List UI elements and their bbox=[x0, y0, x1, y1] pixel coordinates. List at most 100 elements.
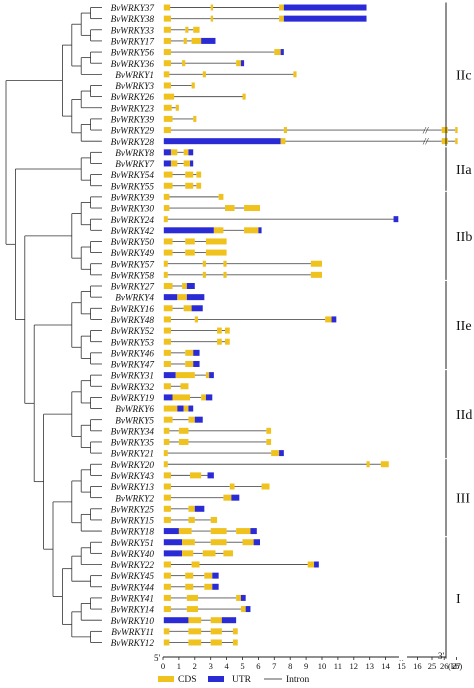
utr-box bbox=[209, 372, 214, 379]
utr-box bbox=[245, 606, 251, 613]
cds-box bbox=[279, 15, 284, 22]
group-label: IIb bbox=[456, 230, 472, 245]
cds-box bbox=[266, 438, 272, 445]
cds-box bbox=[163, 249, 173, 256]
cds-box bbox=[163, 82, 171, 89]
cds-box bbox=[205, 372, 210, 379]
axis-tick-label: 7 bbox=[272, 661, 276, 671]
gene-label: BvWRKY37 bbox=[111, 3, 155, 13]
cds-box bbox=[225, 205, 235, 212]
gene-label: BvWRKY58 bbox=[111, 270, 155, 280]
utr-box bbox=[163, 617, 189, 624]
utr-box bbox=[193, 360, 200, 367]
cds-box bbox=[185, 572, 194, 579]
cds-box bbox=[185, 26, 189, 33]
cds-box bbox=[261, 483, 270, 490]
utr-box bbox=[201, 37, 216, 44]
cds-box bbox=[455, 138, 458, 145]
cds-box bbox=[188, 639, 202, 646]
gene-label: BvWRKY30 bbox=[111, 204, 155, 214]
cds-box bbox=[163, 115, 173, 122]
gene-label: BvWRKY6 bbox=[115, 404, 154, 414]
cds-box bbox=[196, 182, 202, 189]
utr-box bbox=[331, 316, 337, 323]
gene-label: BvWRKY48 bbox=[111, 315, 155, 325]
cds-box bbox=[163, 71, 170, 78]
group-label: III bbox=[456, 492, 470, 507]
axis-five-prime-label: 5' bbox=[154, 653, 161, 663]
axis-tick-label: 25 bbox=[428, 661, 437, 671]
cds-box bbox=[163, 305, 173, 312]
cds-box bbox=[441, 138, 448, 145]
cds-box bbox=[455, 127, 458, 134]
gene-label: BvWRKY24 bbox=[111, 215, 155, 225]
cds-box bbox=[240, 606, 246, 613]
gene-label: BvWRKY18 bbox=[111, 527, 155, 537]
cds-box bbox=[205, 249, 227, 256]
group-label: I bbox=[456, 592, 461, 607]
cds-box bbox=[163, 15, 171, 22]
gene-label: BvWRKY14 bbox=[111, 605, 155, 615]
gene-label: BvWRKY15 bbox=[111, 516, 155, 526]
cds-box bbox=[163, 26, 171, 33]
group-label: IIc bbox=[456, 68, 472, 83]
utr-box bbox=[177, 405, 184, 412]
cds-box bbox=[274, 49, 281, 56]
cds-box bbox=[236, 60, 241, 67]
cds-box bbox=[183, 37, 187, 44]
axis-break-gap bbox=[399, 654, 407, 660]
cds-box bbox=[175, 104, 179, 111]
utr-box bbox=[212, 572, 219, 579]
utr-box bbox=[205, 394, 213, 401]
utr-box bbox=[250, 528, 257, 535]
utr-box bbox=[280, 49, 284, 56]
cds-box bbox=[163, 450, 168, 457]
utr-box bbox=[163, 372, 176, 379]
gene-label: BvWRKY12 bbox=[111, 638, 155, 648]
cds-box bbox=[182, 283, 187, 289]
cds-box bbox=[163, 461, 168, 468]
cds-box bbox=[307, 561, 315, 568]
cds-box bbox=[225, 327, 230, 334]
axis-tick-label: 12 bbox=[350, 661, 359, 671]
utr-box bbox=[253, 539, 260, 546]
utr-box bbox=[194, 505, 205, 512]
gene-label: BvWRKY19 bbox=[111, 393, 155, 403]
cds-box bbox=[186, 594, 198, 601]
cds-box bbox=[163, 171, 173, 178]
cds-box bbox=[196, 171, 202, 178]
legend-intron-label: Intron bbox=[286, 675, 309, 685]
axis-tick-label: 4 bbox=[224, 661, 229, 671]
utr-box bbox=[207, 472, 214, 479]
gene-label: BvWRKY8 bbox=[115, 148, 154, 158]
gene-label: BvWRKY26 bbox=[111, 92, 155, 102]
utr-box bbox=[191, 305, 203, 312]
cds-box bbox=[163, 427, 170, 434]
cds-box bbox=[163, 216, 168, 223]
axis-tick-label: 26 bbox=[440, 661, 449, 671]
gene-label: BvWRKY20 bbox=[111, 460, 155, 470]
cds-box bbox=[163, 416, 173, 423]
cds-box bbox=[178, 528, 192, 535]
axis-tick-label: 0 bbox=[161, 661, 165, 671]
cds-box bbox=[163, 238, 173, 245]
cds-box bbox=[204, 572, 213, 579]
cds-box bbox=[185, 182, 194, 189]
cds-box bbox=[178, 427, 189, 434]
cds-box bbox=[191, 82, 195, 89]
cds-box bbox=[232, 639, 238, 646]
gene-label: BvWRKY1 bbox=[115, 70, 154, 80]
gene-label: BvWRKY55 bbox=[111, 181, 155, 191]
cds-box bbox=[183, 305, 192, 312]
cds-box bbox=[185, 349, 194, 356]
legend-utr-label: UTR bbox=[232, 675, 252, 685]
legend-utr-swatch bbox=[208, 676, 224, 682]
cds-box bbox=[163, 193, 170, 200]
utr-box bbox=[163, 539, 183, 546]
cds-box bbox=[163, 606, 171, 613]
cds-box bbox=[185, 238, 195, 245]
cds-box bbox=[201, 394, 206, 401]
utr-box bbox=[283, 4, 367, 11]
cds-box bbox=[190, 472, 202, 479]
